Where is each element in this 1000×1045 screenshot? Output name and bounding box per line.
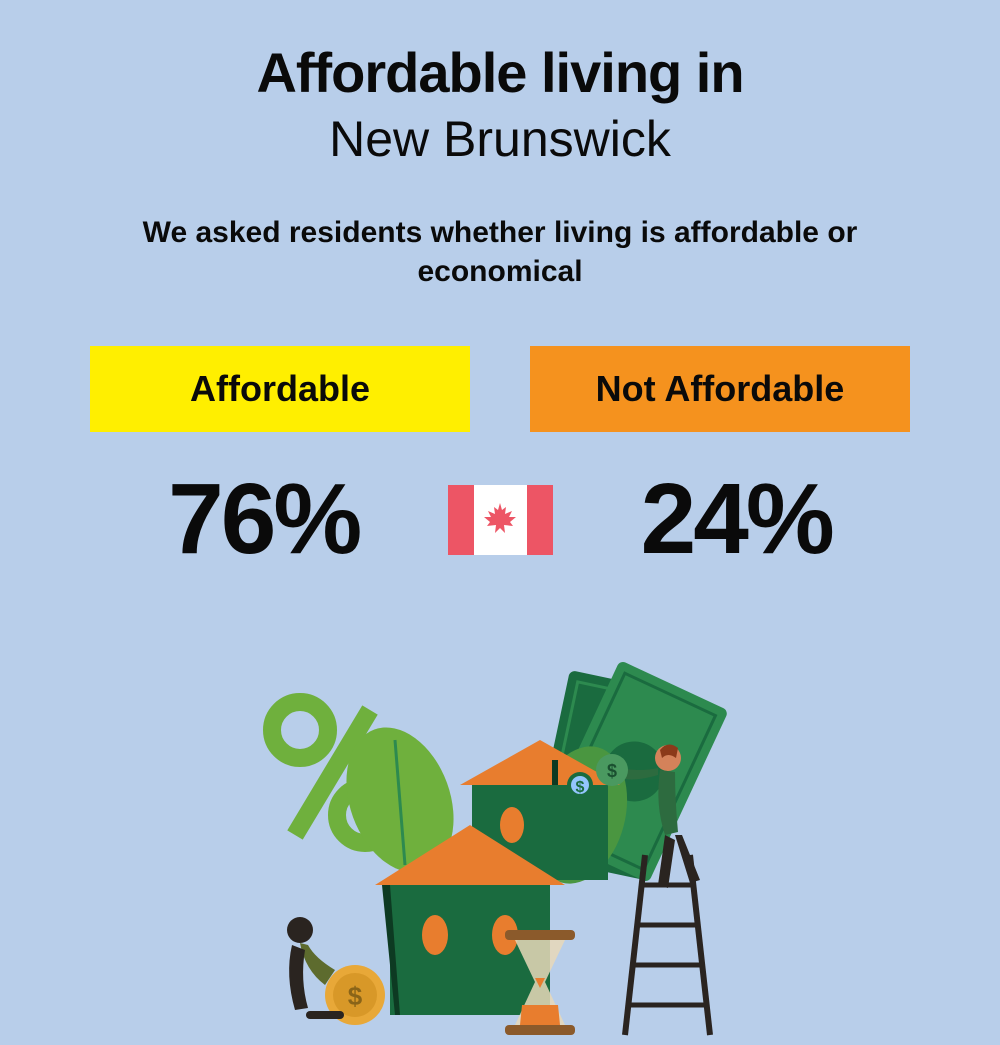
svg-text:$: $ — [576, 779, 585, 796]
stats-row: 76% 24% — [60, 462, 940, 577]
housing-illustration: $ $ — [200, 640, 800, 1040]
maple-leaf-icon — [482, 501, 518, 539]
subtitle: We asked residents whether living is aff… — [60, 213, 940, 291]
not-affordable-label: Not Affordable — [530, 346, 910, 432]
infographic-container: Affordable living in New Brunswick We as… — [0, 0, 1000, 617]
affordable-value: 76% — [100, 462, 428, 577]
flag-right-stripe — [527, 485, 553, 555]
illustration-svg: $ $ — [200, 640, 800, 1040]
not-affordable-value: 24% — [573, 462, 901, 577]
svg-text:$: $ — [348, 981, 363, 1011]
flag-left-stripe — [448, 485, 474, 555]
svg-text:$: $ — [607, 761, 617, 781]
flag-center — [474, 485, 527, 555]
title-regular: New Brunswick — [60, 110, 940, 168]
labels-row: Affordable Not Affordable — [60, 346, 940, 432]
title-bold: Affordable living in — [60, 40, 940, 105]
person-left-icon: $ — [287, 917, 385, 1025]
affordable-label: Affordable — [90, 346, 470, 432]
canada-flag-icon — [448, 485, 553, 555]
